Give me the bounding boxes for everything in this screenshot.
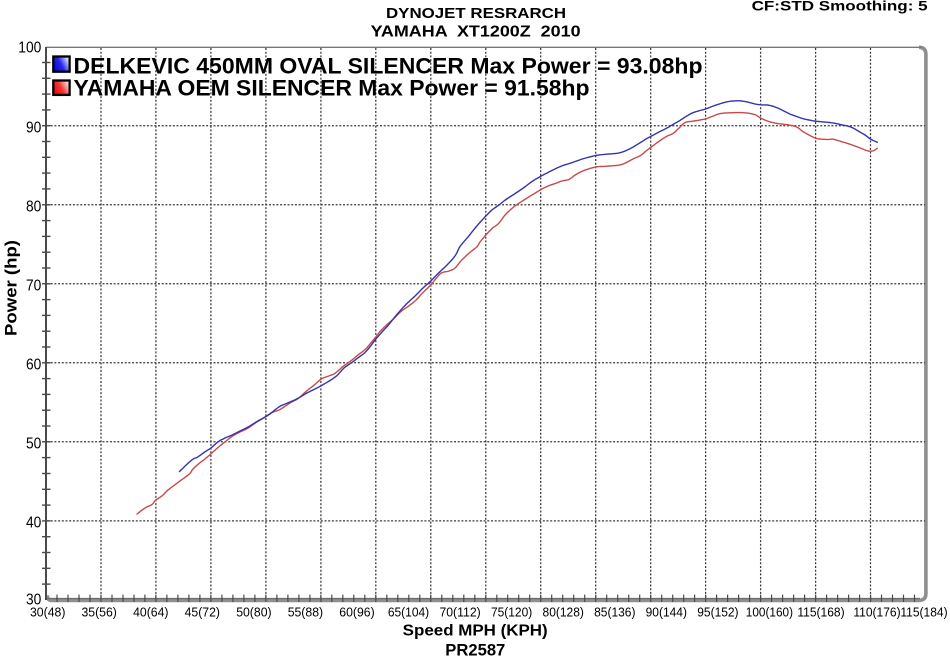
svg-text:PR2587: PR2587	[445, 641, 505, 658]
svg-text:80: 80	[26, 198, 42, 215]
svg-text:50(80): 50(80)	[236, 604, 271, 619]
svg-text:85(136): 85(136)	[594, 604, 635, 619]
svg-text:60: 60	[26, 357, 42, 374]
svg-text:YAMAHA XT1200Z 2010: YAMAHA XT1200Z 2010	[371, 24, 581, 41]
svg-text:95(152): 95(152)	[697, 604, 738, 619]
svg-text:70: 70	[26, 277, 42, 294]
svg-text:60(96): 60(96)	[339, 604, 374, 619]
svg-text:50: 50	[26, 436, 42, 453]
svg-text:90: 90	[26, 119, 42, 136]
svg-text:100: 100	[18, 39, 41, 56]
svg-text:30: 30	[26, 592, 42, 609]
svg-text:55(88): 55(88)	[288, 604, 323, 619]
svg-text:80(128): 80(128)	[543, 604, 584, 619]
svg-text:70(112): 70(112)	[439, 604, 480, 619]
svg-text:115(168): 115(168)	[797, 604, 844, 619]
svg-text:Power (hp): Power (hp)	[1, 240, 20, 336]
svg-text:90(144): 90(144)	[646, 604, 687, 619]
svg-text:Speed MPH (KPH): Speed MPH (KPH)	[403, 623, 548, 640]
svg-text:CF:STD Smoothing: 5: CF:STD Smoothing: 5	[752, 0, 928, 14]
svg-text:DELKEVIC 450MM OVAL SILENCER M: DELKEVIC 450MM OVAL SILENCER Max Power =…	[74, 54, 703, 79]
svg-text:40(64): 40(64)	[133, 604, 168, 619]
svg-text:65(104): 65(104)	[388, 604, 429, 619]
svg-text:75(120): 75(120)	[491, 604, 532, 619]
svg-text:100(160): 100(160)	[746, 604, 793, 619]
svg-text:YAMAHA OEM SILENCER Max Power: YAMAHA OEM SILENCER Max Power = 91.58hp	[74, 76, 590, 101]
svg-text:30(48): 30(48)	[30, 604, 65, 619]
svg-text:DYNOJET RESRARCH: DYNOJET RESRARCH	[386, 6, 566, 22]
svg-text:115(184): 115(184)	[900, 604, 947, 619]
svg-text:110(176): 110(176)	[853, 604, 900, 619]
svg-text:45(72): 45(72)	[185, 604, 220, 619]
svg-text:35(56): 35(56)	[81, 604, 116, 619]
svg-text:40: 40	[26, 515, 42, 532]
